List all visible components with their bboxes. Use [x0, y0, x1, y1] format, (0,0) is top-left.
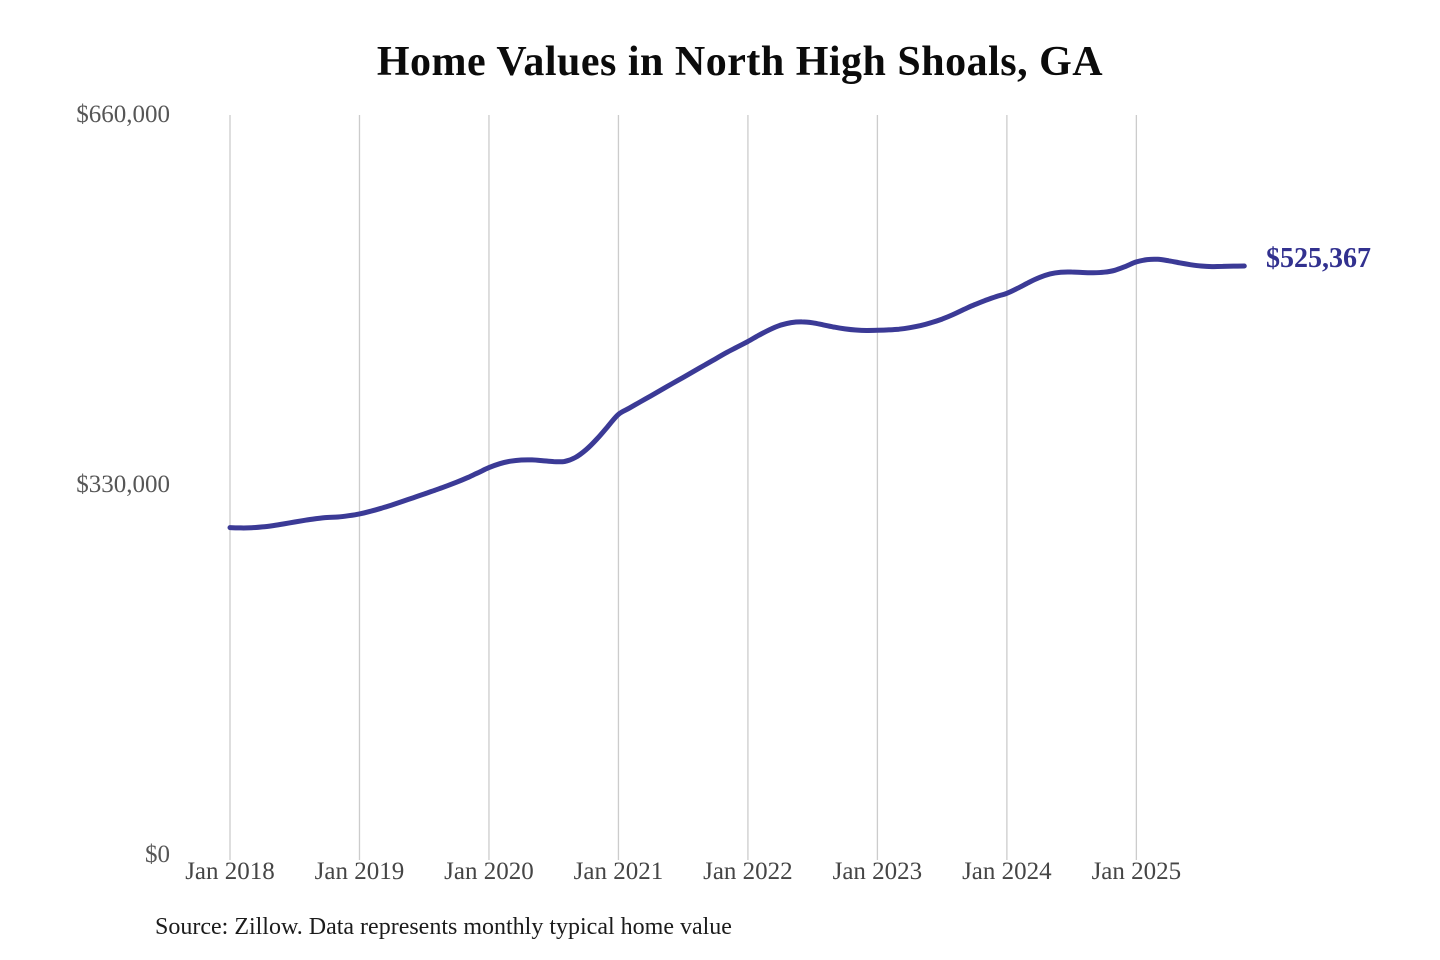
- x-tick-label: Jan 2025: [1091, 858, 1182, 885]
- latest-value-label: $525,367: [1266, 243, 1371, 274]
- y-tick-label: $0: [145, 841, 170, 868]
- x-tick-label: Jan 2024: [962, 858, 1052, 885]
- chart-title: Home Values in North High Shoals, GA: [376, 39, 1104, 85]
- x-tick-label: Jan 2019: [314, 858, 405, 885]
- source-note: Source: Zillow. Data represents monthly …: [155, 914, 732, 940]
- x-tick-label: Jan 2022: [703, 858, 793, 885]
- x-tick-label: Jan 2018: [185, 858, 275, 885]
- x-tick-label: Jan 2021: [573, 858, 664, 885]
- y-tick-label: $660,000: [76, 101, 170, 128]
- home-value-line-series: [227, 256, 1247, 531]
- x-tick-label: Jan 2020: [444, 858, 534, 885]
- x-tick-label: Jan 2023: [832, 858, 923, 885]
- y-tick-label: $330,000: [76, 471, 170, 498]
